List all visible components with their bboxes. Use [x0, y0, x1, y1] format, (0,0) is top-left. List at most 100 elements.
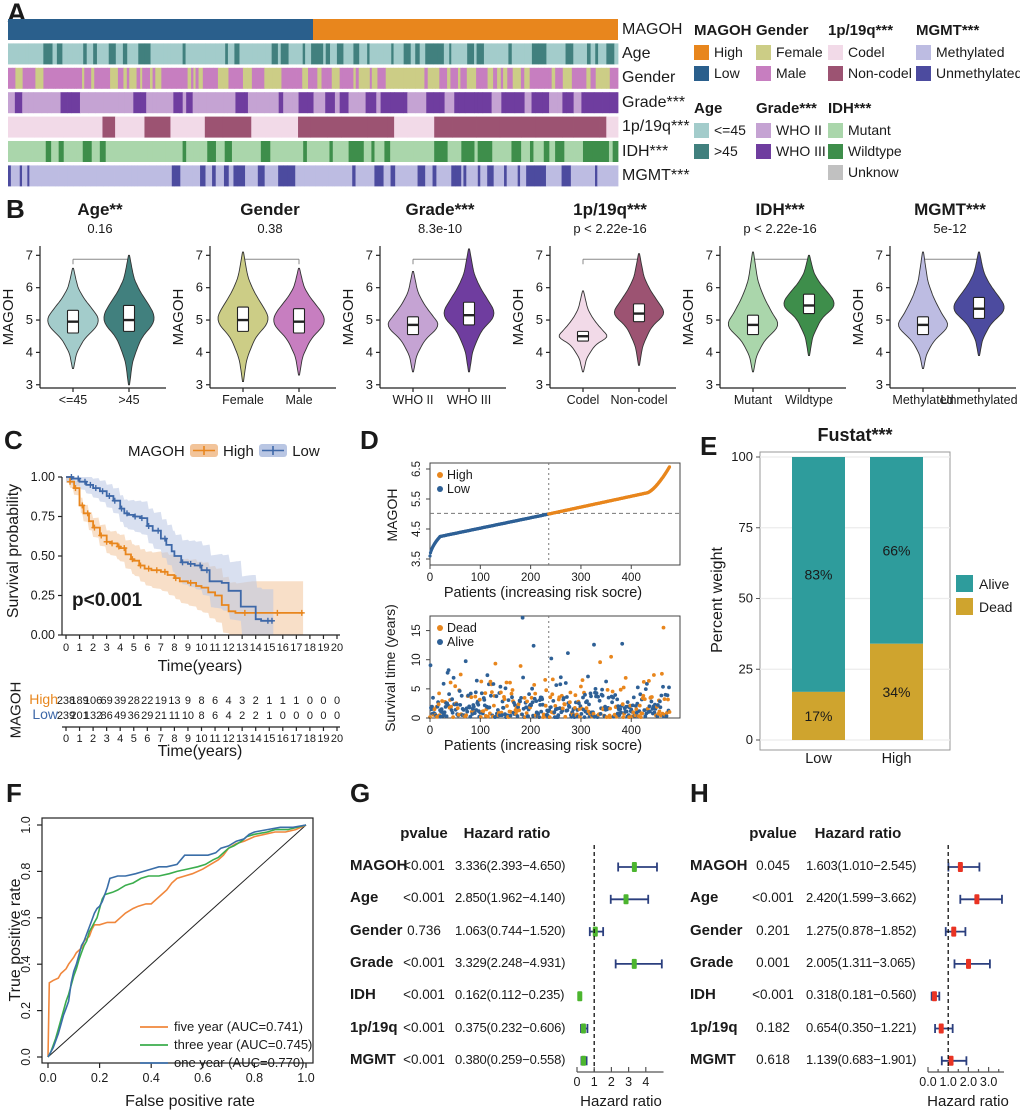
- violin-pvalue: p < 2.22e-16: [573, 221, 647, 236]
- heatmap-cell: [482, 67, 488, 89]
- heatmap-cell: [353, 67, 357, 89]
- tick-label: 300: [571, 572, 590, 584]
- legend-group-title: Gender: [756, 22, 809, 39]
- heatmap-cell: [76, 141, 84, 162]
- survival-point: [455, 706, 460, 710]
- heatmap-cell: [32, 141, 40, 162]
- tick-label: 6: [536, 280, 543, 295]
- heatmap-cell: [315, 165, 323, 187]
- heatmap-cell: [582, 165, 590, 187]
- tick-label: 0.50: [31, 549, 55, 563]
- heatmap-cell: [242, 67, 248, 89]
- heatmap-cell: [604, 165, 610, 187]
- risk-point: [428, 554, 432, 558]
- heatmap-cell: [306, 141, 315, 162]
- heatmap-cell: [302, 43, 306, 65]
- heatmap-cell: [377, 67, 384, 89]
- heatmap-cell: [365, 165, 369, 187]
- legend-swatch: [828, 164, 843, 180]
- heatmap-cell: [140, 92, 147, 114]
- heatmap-cell: [175, 67, 183, 89]
- legend-item: Male: [756, 65, 806, 81]
- heatmap-cell: [510, 165, 516, 187]
- tick-label: 0.4: [143, 1071, 160, 1085]
- tick-label: 0.2: [19, 1002, 33, 1019]
- heatmap-cell: [152, 141, 158, 162]
- survival-point: [530, 686, 534, 691]
- tick-label: 100: [471, 572, 490, 584]
- hr-marker: [631, 958, 637, 969]
- forest-row-name: 1p/19q: [350, 1018, 398, 1036]
- heatmap-cell: [538, 43, 547, 65]
- hr-marker: [577, 991, 583, 1002]
- heatmap-cell: [287, 67, 293, 89]
- tick-label: 19: [317, 642, 329, 654]
- heatmap-cell: [562, 92, 567, 114]
- heatmap-cell: [264, 92, 271, 114]
- violin-group-label: <=45: [59, 393, 88, 407]
- hr-marker: [931, 991, 937, 1002]
- heatmap-cell: [364, 43, 368, 65]
- panel-d-letter: D: [360, 425, 379, 455]
- heatmap-cell: [72, 43, 80, 65]
- heatmap-cell: [202, 67, 208, 89]
- survival-point: [451, 675, 456, 680]
- legend-item: High: [694, 44, 743, 60]
- heatmap-cell: [545, 165, 552, 187]
- heatmap-cell: [84, 67, 90, 89]
- heatmap-cell: [252, 43, 259, 65]
- legend-item: Methylated: [916, 44, 1004, 60]
- heatmap-cell: [467, 43, 475, 65]
- heatmap-cell: [271, 43, 279, 65]
- survival-point: [659, 693, 664, 698]
- survival-point: [605, 688, 610, 692]
- heatmap-cell: [60, 92, 68, 114]
- heatmap-cell: [278, 92, 284, 114]
- survival-point: [630, 703, 635, 708]
- heatmap-cell: [514, 43, 518, 65]
- tick-label: 11: [209, 733, 220, 745]
- violin-ylabel: MAGOH: [340, 289, 357, 346]
- legend-swatch: [828, 65, 843, 81]
- heatmap-cell: [166, 92, 174, 114]
- heatmap-cell: [573, 92, 582, 114]
- heatmap-cell: [62, 67, 69, 89]
- survival-point: [461, 708, 466, 712]
- heatmap-row-MAGOH: [313, 19, 618, 40]
- heatmap-cell: [118, 141, 128, 162]
- heatmap-cell: [614, 67, 619, 89]
- heatmap-cell: [441, 67, 448, 89]
- h-header-pvalue: pvalue: [749, 825, 797, 842]
- heatmap-cell: [325, 92, 336, 114]
- heatmap-cell: [559, 67, 564, 89]
- forest-row-hr: 1.139(0.683−1.901): [806, 1051, 917, 1067]
- survival-point: [640, 711, 645, 716]
- tick-label: 6: [876, 280, 883, 295]
- risk-count: 11: [169, 710, 180, 722]
- forest-row-hr: 1.063(0.744−1.520): [455, 922, 566, 938]
- heatmap-cell: [544, 67, 550, 89]
- heatmap-cell: [457, 43, 461, 65]
- survival-point: [664, 714, 669, 718]
- heatmap-cell: [433, 43, 439, 65]
- forest-row-name: Age: [350, 889, 379, 907]
- survival-point: [437, 691, 441, 696]
- heatmap-cell: [487, 67, 494, 89]
- tick-label: 7: [26, 247, 33, 262]
- heatmap-cell: [449, 43, 452, 65]
- tick-label: 3: [876, 377, 883, 392]
- heatmap-cell: [55, 67, 61, 89]
- survival-point: [450, 697, 454, 702]
- heatmap-cell: [555, 67, 560, 89]
- survival-point: [586, 674, 590, 679]
- heatmap-cell: [29, 165, 38, 187]
- heatmap-cell: [497, 165, 505, 187]
- legend-swatch: [694, 122, 709, 138]
- heatmap-cell: [215, 165, 219, 187]
- tick-label: 6: [706, 280, 713, 295]
- heatmap-cell: [355, 165, 359, 187]
- heatmap-cell: [113, 67, 119, 89]
- heatmap-cell: [59, 67, 63, 89]
- tick-label: 4.5: [411, 521, 423, 537]
- heatmap-cell: [255, 141, 262, 162]
